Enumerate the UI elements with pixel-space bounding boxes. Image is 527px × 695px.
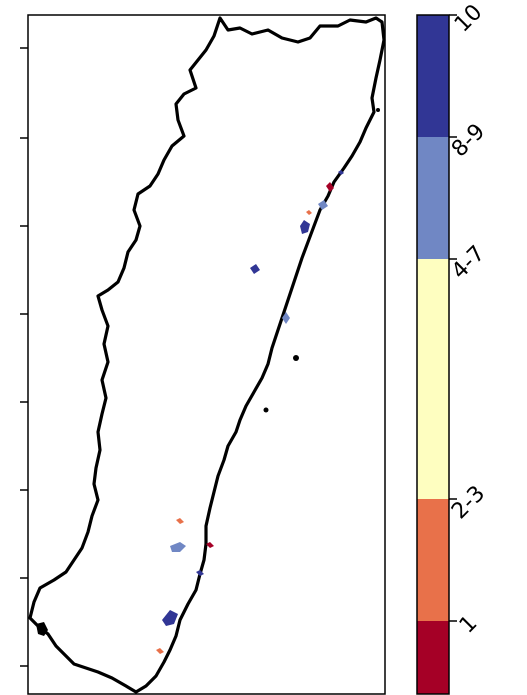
- colorbar-tick-label: 10: [450, 0, 487, 37]
- data-cluster: [156, 648, 164, 654]
- island-marker: [376, 108, 380, 112]
- colorbar: 1 2-3 4-7 8-9 10: [416, 0, 490, 695]
- colorbar-tick-label: 1: [455, 611, 483, 639]
- data-clusters: [156, 170, 344, 654]
- island-marker: [36, 622, 48, 636]
- map-frame: [27, 14, 386, 695]
- data-cluster: [162, 610, 178, 626]
- colorbar-tick-label: 4-7: [447, 241, 490, 284]
- data-cluster: [318, 200, 328, 210]
- colorbar-segment: [417, 259, 449, 499]
- data-cluster: [300, 220, 310, 234]
- colorbar-segment: [417, 621, 449, 694]
- data-cluster: [176, 518, 184, 524]
- data-cluster: [170, 542, 186, 552]
- region-boundary: [28, 16, 386, 694]
- data-cluster: [326, 182, 334, 192]
- colorbar-segment: [417, 137, 449, 259]
- colorbar-tick-label: 2-3: [447, 481, 490, 524]
- colorbar-segment: [417, 15, 449, 137]
- data-cluster: [250, 264, 260, 274]
- island-marker: [293, 355, 299, 361]
- colorbar-frame: [416, 14, 450, 695]
- colorbar-tick-label: 8-9: [447, 119, 490, 162]
- left-axis-ticks: [20, 47, 28, 667]
- data-cluster: [206, 542, 214, 548]
- data-cluster: [196, 570, 204, 576]
- data-cluster: [282, 312, 290, 324]
- data-cluster: [338, 170, 344, 175]
- data-cluster: [306, 210, 312, 215]
- colorbar-segment: [417, 499, 449, 621]
- island-marker: [263, 407, 269, 413]
